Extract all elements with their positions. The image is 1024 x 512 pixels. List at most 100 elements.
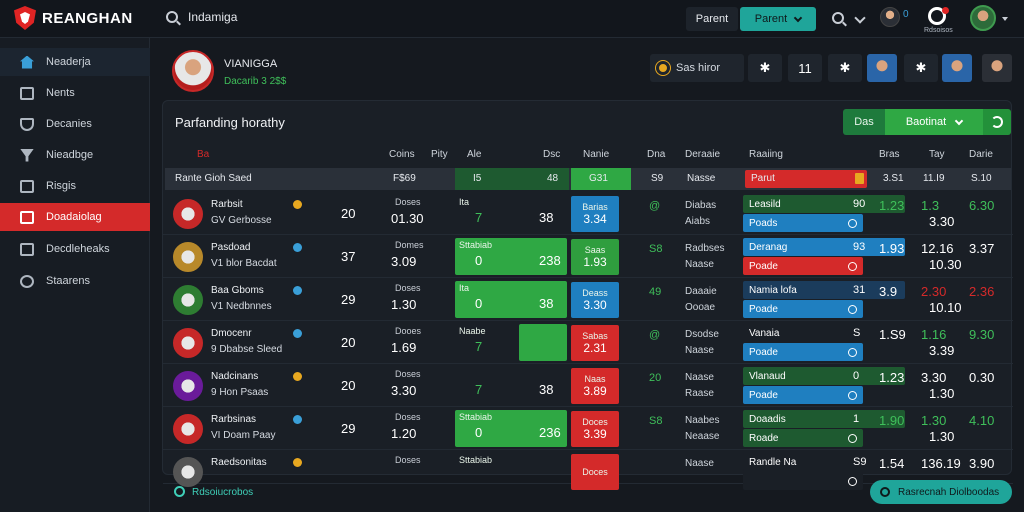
search-icon[interactable]	[166, 11, 178, 23]
table-row[interactable]: Raedsonitas Doses Sttabiab Doces Naase Randle…	[163, 450, 1013, 490]
status-bar[interactable]: Poade	[743, 257, 863, 275]
player-avatar-3[interactable]	[982, 54, 1012, 82]
profile-avatar[interactable]	[970, 5, 996, 31]
progress-bar[interactable]: Vanaia	[743, 324, 905, 342]
notification-count: 0	[903, 9, 909, 20]
mid-value: 7	[475, 210, 483, 225]
status-label: Poade	[749, 389, 778, 401]
progress-label: Vanaia	[749, 327, 780, 339]
sidebar-item-decdleheaks[interactable]: Decdleheaks	[0, 235, 150, 263]
sidebar-item-risgis[interactable]: Risgis	[0, 172, 150, 200]
column-header[interactable]: Bras	[879, 149, 900, 160]
club-avatar[interactable]	[172, 50, 214, 92]
sidebar-item-home[interactable]: Neaderja	[0, 48, 150, 76]
status-bar[interactable]: Poads	[743, 214, 863, 232]
progress-bar[interactable]: Deranag	[743, 238, 905, 256]
column-header[interactable]: Dsc	[543, 149, 561, 160]
status-bar[interactable]: Poade	[743, 343, 863, 361]
mid-value: 7	[475, 339, 483, 354]
segment-dropdown[interactable]: Baotinat	[885, 109, 983, 135]
caret-down-icon[interactable]	[1002, 17, 1008, 21]
table-row[interactable]: Nadcinans 9 Hon Psaas 20 Doses 3.30 7 38 Naas 3.…	[163, 364, 1013, 407]
table-row[interactable]: Baa Gboms V1 Nedbnnes 29 Doses 1.30 Ita 0 38 Dea…	[163, 278, 1013, 321]
status-bar[interactable]	[743, 472, 863, 490]
segment-das-button[interactable]: Das	[843, 109, 885, 135]
highlight-cell[interactable]	[519, 324, 567, 361]
column-header[interactable]: Dna	[647, 149, 666, 160]
column-header[interactable]: Tay	[929, 149, 945, 160]
search-box[interactable]: Indamiga	[166, 10, 237, 24]
column-header[interactable]: Coins	[389, 149, 415, 160]
column-header[interactable]: Ba	[197, 149, 210, 160]
team-badge-icon	[293, 372, 302, 381]
stat-value: 1.30	[391, 297, 417, 312]
gear-button[interactable]: ✱	[828, 54, 862, 82]
odds-box[interactable]: Barias 3.34	[571, 196, 619, 232]
options-button[interactable]: ✱	[904, 54, 938, 82]
status-bar[interactable]: Poade	[743, 386, 863, 404]
parent-dropdown-button[interactable]: Parent	[740, 7, 816, 31]
user-avatar[interactable]	[880, 7, 900, 27]
progress-bar[interactable]: Doaadis	[743, 410, 905, 428]
odds-box[interactable]: Deass 3.30	[571, 282, 619, 318]
stat-col-3: 9.30	[969, 327, 995, 342]
detail-label: Daaaie	[685, 286, 717, 297]
search-input[interactable]: Indamiga	[188, 10, 238, 24]
odds-box[interactable]: Saas 1.93	[571, 239, 619, 275]
column-header[interactable]: Darie	[969, 149, 993, 160]
column-header[interactable]: Ale	[467, 149, 482, 160]
player-avatar-1[interactable]	[867, 54, 897, 82]
sidebar-item-label: Decdleheaks	[46, 243, 110, 255]
progress-bar[interactable]: Leasild	[743, 195, 905, 213]
odds-value: 3.30	[583, 298, 607, 312]
summary-cell: S9	[651, 173, 664, 184]
status-bar[interactable]: Roade	[743, 429, 863, 447]
progress-bar[interactable]: Randle Na	[743, 453, 905, 471]
progress-bar[interactable]: Vlanaud	[743, 367, 905, 385]
stat-col-3: 3.37	[969, 241, 995, 256]
team-detail: GV Gerbosse	[211, 215, 272, 226]
column-header[interactable]: Nanie	[583, 149, 610, 160]
stat-col-4: 1.30	[929, 386, 955, 401]
player-avatar-2[interactable]	[942, 54, 972, 82]
progress-bar[interactable]: Namia lofa	[743, 281, 905, 299]
column-header[interactable]: Raaiing	[749, 149, 783, 160]
parent-button[interactable]: Parent	[686, 7, 738, 31]
highlight-cell[interactable]	[455, 238, 567, 275]
column-header[interactable]: Pity	[431, 149, 448, 160]
summary-row[interactable]: Rante Gioh Saed F$69 I5 48 G31 S9 Nasse …	[165, 168, 1011, 190]
home-icon	[20, 55, 34, 69]
chevron-down-icon[interactable]	[854, 12, 866, 24]
table-row[interactable]: Rarbsit GV Gerbosse 20 Doses 01.30 Ita 7 38 Bari…	[163, 192, 1013, 235]
highlight-cell[interactable]	[455, 410, 567, 447]
sidebar-item-nieadbge[interactable]: Nieadbge	[0, 141, 150, 169]
stat-value: 3.30	[391, 383, 417, 398]
footer-action-button[interactable]: Rasrecnah Diolboodas	[870, 480, 1012, 504]
count-button[interactable]: 11	[788, 54, 822, 82]
odds-box[interactable]: Naas 3.89	[571, 368, 619, 404]
sidebar-item-doadaiolag[interactable]: Doadaiolag	[0, 203, 150, 231]
settings-button[interactable]: ✱	[748, 54, 782, 82]
notification-icon[interactable]	[928, 7, 946, 25]
column-header[interactable]: Deraaie	[685, 149, 721, 160]
table-row[interactable]: Pasdoad V1 blor Bacdat 37 Domes 3.09 Sttabiab…	[163, 235, 1013, 278]
highlight-cell[interactable]	[455, 281, 567, 318]
odds-box[interactable]: Doces	[571, 454, 619, 490]
refresh-button[interactable]	[983, 109, 1011, 135]
sidebar-item-decanies[interactable]: Decanies	[0, 110, 150, 138]
table-row[interactable]: Rarbsinas VI Doam Paay 29 Doses 1.20 Sttabiab…	[163, 407, 1013, 450]
odds-label: Naas	[584, 374, 606, 384]
odds-box[interactable]: Doces 3.39	[571, 411, 619, 447]
status-bar[interactable]: Poade	[743, 300, 863, 318]
score: 29	[341, 421, 356, 436]
coin-balance-button[interactable]: Sas hiror	[650, 54, 744, 82]
search-icon[interactable]	[832, 12, 844, 24]
odds-box[interactable]: Sabas 2.31	[571, 325, 619, 361]
odds-label: Saas	[584, 245, 606, 255]
notification-caption: Rdsoisos	[924, 27, 953, 34]
sidebar-item-staarens[interactable]: Staarens	[0, 267, 150, 295]
sidebar-item-news[interactable]: Nents	[0, 79, 150, 107]
app-logo[interactable]: REANGHAN	[14, 6, 133, 30]
summary-cell: F$69	[393, 173, 416, 184]
